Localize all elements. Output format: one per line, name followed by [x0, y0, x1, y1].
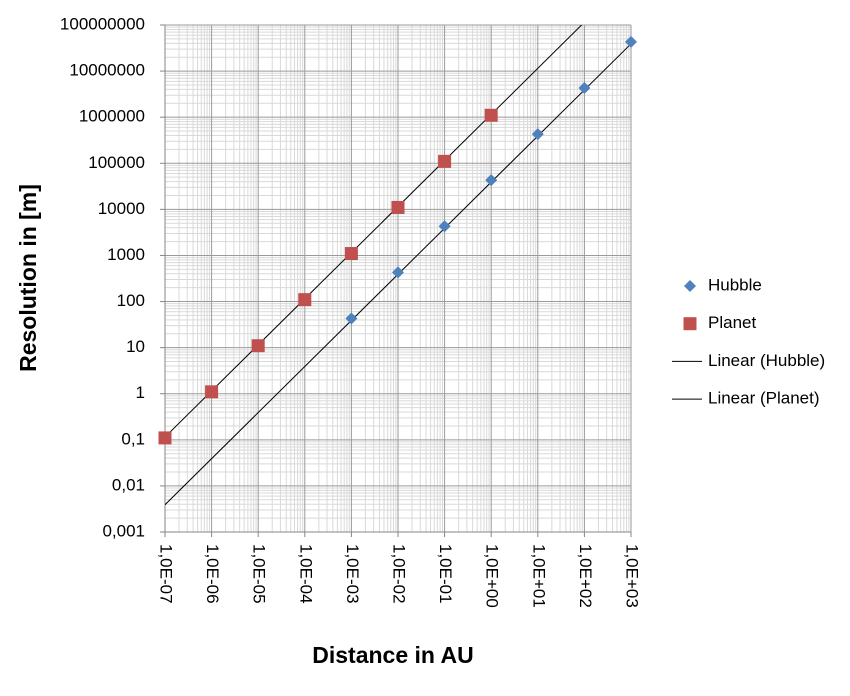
data-point: [251, 339, 265, 353]
legend-label: Linear (Planet): [708, 389, 820, 408]
y-tick-label: 1000: [107, 245, 145, 264]
data-point: [485, 174, 498, 187]
y-tick-label: 1: [136, 383, 145, 402]
y-tick-label: 10: [126, 337, 145, 356]
y-axis-title: Resolution in [m]: [15, 184, 41, 372]
x-tick-label: 1,0E+02: [576, 544, 595, 608]
legend-label: Planet: [708, 313, 756, 332]
x-tick-label: 1,0E-04: [296, 544, 315, 604]
data-point: [438, 154, 452, 168]
x-tick-label: 1,0E-06: [203, 544, 222, 604]
y-tick-label: 100000: [88, 153, 145, 172]
data-point: [392, 266, 404, 279]
x-tick-label: 1,0E+03: [623, 544, 642, 608]
data-point: [391, 200, 405, 214]
data-point: [438, 220, 451, 233]
data-point: [205, 385, 219, 399]
y-tick-label: 0,1: [121, 429, 145, 448]
x-tick-label: 1,0E+01: [529, 544, 548, 608]
data-point: [345, 312, 358, 325]
data-point: [298, 293, 312, 307]
x-tick-label: 1,0E-01: [436, 544, 455, 604]
data-point: [484, 108, 498, 122]
legend-marker: [683, 317, 697, 331]
x-tick-label: 1,0E-07: [157, 544, 176, 604]
x-tick-label: 1,0E-05: [250, 544, 269, 604]
data-point: [158, 431, 172, 445]
y-tick-label: 1000000: [79, 107, 145, 126]
x-tick-label: 1,0E-02: [390, 544, 409, 604]
legend-label: Linear (Hubble): [708, 351, 825, 370]
y-tick-label: 10000: [98, 199, 145, 218]
legend-marker: [684, 280, 696, 292]
y-tick-label: 100000000: [60, 14, 145, 33]
legend-label: Hubble: [708, 275, 762, 294]
data-point: [344, 247, 358, 261]
data-point: [531, 128, 544, 141]
x-axis-title: Distance in AU: [312, 642, 473, 668]
x-tick-label: 1,0E+00: [483, 544, 502, 608]
data-point: [578, 81, 591, 94]
y-tick-label: 10000000: [69, 61, 145, 80]
y-tick-label: 0,01: [112, 475, 145, 494]
y-tick-label: 0,001: [102, 521, 145, 540]
x-tick-label: 1,0E-03: [343, 544, 362, 604]
y-tick-label: 100: [117, 291, 145, 310]
data-point: [625, 35, 637, 48]
